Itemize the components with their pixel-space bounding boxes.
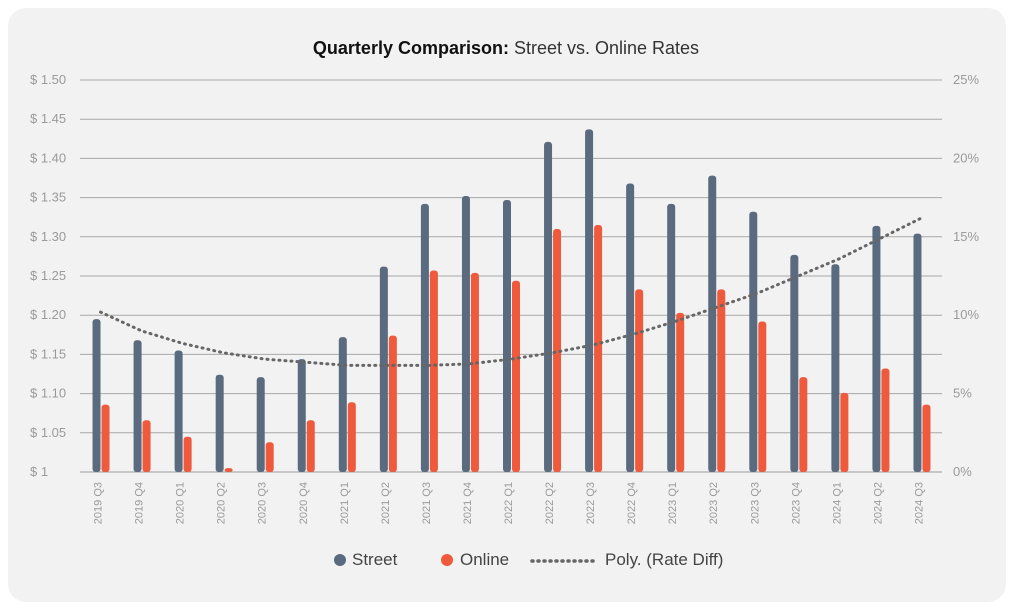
- x-tick-label: 2022 Q1: [503, 482, 515, 524]
- x-tick-label: 2020 Q3: [257, 482, 269, 524]
- bar-street: [174, 350, 183, 472]
- y-tick-label: $ 1: [30, 464, 48, 479]
- x-tick-label: 2022 Q3: [585, 482, 597, 524]
- bar-online: [101, 404, 110, 472]
- y-tick-label: $ 1.10: [30, 386, 66, 401]
- bar-online: [388, 335, 397, 472]
- x-tick-label: 2019 Q4: [134, 482, 146, 524]
- x-tick-label: 2021 Q1: [339, 482, 351, 524]
- x-tick-label: 2020 Q1: [175, 482, 187, 524]
- bar-online: [265, 442, 274, 472]
- x-tick-label: 2024 Q1: [831, 482, 843, 524]
- bar-online: [676, 312, 685, 472]
- bar-online: [881, 368, 890, 472]
- y-axis-left: $ 1.50 $ 1.45 $ 1.40 $ 1.35 $ 1.30 $ 1.25 $ 1.…: [30, 72, 66, 479]
- bar-online: [594, 225, 603, 472]
- x-tick-label: 2023 Q3: [749, 482, 761, 524]
- bar-street: [708, 175, 717, 472]
- bar-online: [635, 289, 644, 472]
- x-tick-label: 2023 Q4: [790, 482, 802, 524]
- bar-online: [470, 272, 479, 472]
- bar-street: [256, 377, 265, 472]
- legend-online-label: Online: [460, 550, 509, 569]
- x-tick-label: 2022 Q2: [544, 482, 556, 524]
- bar-online: [512, 280, 520, 472]
- chart-title-rest: Street vs. Online Rates: [509, 38, 699, 58]
- y-tick-label: $ 1.25: [30, 268, 66, 283]
- y-tick-label: $ 1.50: [30, 72, 66, 87]
- bar-online: [758, 321, 767, 472]
- x-tick-label: 2020 Q2: [216, 482, 228, 524]
- trendline: [99, 216, 923, 367]
- bar-online: [553, 228, 562, 472]
- bar-online: [429, 270, 438, 472]
- x-tick-label: 2021 Q4: [462, 482, 474, 524]
- bar-street: [420, 203, 429, 472]
- chart-title: Quarterly Comparison: Street vs. Online …: [313, 38, 699, 58]
- x-tick-label: 2024 Q3: [913, 482, 925, 524]
- bar-street: [831, 264, 840, 472]
- bar-street: [913, 233, 922, 472]
- bar-online: [224, 468, 233, 472]
- bars: [92, 129, 931, 473]
- bar-street: [133, 340, 142, 472]
- x-tick-label: 2022 Q4: [626, 482, 638, 524]
- x-tick-label: 2023 Q1: [667, 482, 679, 524]
- bar-street: [503, 199, 511, 472]
- legend-street-label: Street: [352, 550, 398, 569]
- bar-online: [306, 420, 315, 472]
- bar-street: [667, 203, 676, 472]
- legend-street-marker: [334, 554, 346, 566]
- y-tick-label: $ 1.20: [30, 307, 66, 322]
- y2-tick-label: 15%: [953, 229, 979, 244]
- y2-tick-label: 0%: [953, 464, 972, 479]
- y-tick-label: $ 1.40: [30, 150, 66, 165]
- chart-title-bold: Quarterly Comparison:: [313, 38, 509, 58]
- y-tick-label: $ 1.45: [30, 111, 66, 126]
- y-axis-right: 25% 20% 15% 10% 5% 0%: [953, 72, 979, 479]
- y2-tick-label: 20%: [953, 150, 979, 165]
- bar-street: [379, 266, 388, 472]
- x-tick-label: 2021 Q3: [421, 482, 433, 524]
- bar-online: [717, 289, 726, 472]
- legend-trend-label: Poly. (Rate Diff): [605, 550, 723, 569]
- bar-street: [872, 225, 881, 472]
- bar-street: [297, 359, 306, 472]
- bar-online: [922, 404, 931, 472]
- x-tick-label: 2024 Q2: [872, 482, 884, 524]
- bar-online: [142, 420, 151, 472]
- y2-tick-label: 5%: [953, 386, 972, 401]
- bar-street: [585, 129, 594, 472]
- x-axis: 2019 Q3 2019 Q4 2020 Q1 2020 Q2 2020 Q3 2020 …: [93, 482, 926, 524]
- y-tick-label: $ 1.30: [30, 229, 66, 244]
- bar-street: [215, 374, 224, 472]
- x-tick-label: 2021 Q2: [380, 482, 392, 524]
- bar-street: [626, 183, 635, 472]
- y-tick-label: $ 1.35: [30, 190, 66, 205]
- y2-tick-label: 10%: [953, 307, 979, 322]
- bar-online: [183, 436, 192, 472]
- bar-street: [461, 196, 470, 473]
- trend-line: [99, 216, 923, 367]
- y-tick-label: $ 1.05: [30, 425, 66, 440]
- bar-street: [338, 337, 347, 472]
- x-tick-label: 2023 Q2: [708, 482, 720, 524]
- bar-street: [544, 141, 553, 472]
- bar-street: [790, 254, 799, 472]
- bar-online: [347, 402, 356, 472]
- y-tick-label: $ 1.15: [30, 346, 66, 361]
- x-tick-label: 2020 Q4: [298, 482, 310, 524]
- bar-online: [799, 377, 808, 472]
- legend-online-marker: [441, 554, 453, 566]
- bar-street: [92, 319, 101, 472]
- x-tick-label: 2019 Q3: [93, 482, 105, 524]
- y2-tick-label: 25%: [953, 72, 979, 87]
- bar-street: [749, 211, 758, 472]
- legend: Street Online Poly. (Rate Diff): [334, 550, 723, 569]
- bar-online: [840, 392, 849, 472]
